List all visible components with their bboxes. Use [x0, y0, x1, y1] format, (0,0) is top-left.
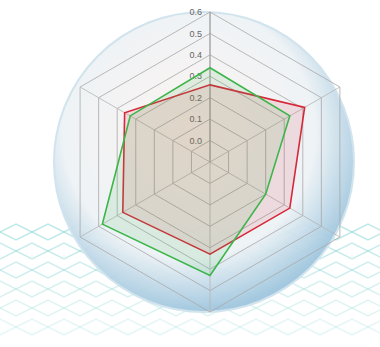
lattice — [352, 224, 380, 240]
lattice — [0, 243, 16, 259]
lattice — [16, 319, 48, 335]
lattice — [304, 319, 336, 335]
lattice — [256, 300, 288, 316]
lattice — [32, 262, 64, 278]
sphere — [54, 12, 354, 312]
tick-label: 0.5 — [189, 29, 202, 39]
lattice — [48, 243, 80, 259]
lattice — [336, 281, 368, 297]
lattice — [320, 300, 352, 316]
lattice — [0, 262, 32, 278]
series-line — [102, 68, 289, 276]
lattice — [336, 319, 368, 335]
lattice — [16, 243, 48, 259]
lattice — [48, 281, 80, 297]
lattice — [352, 300, 380, 316]
radar: 0.00.10.20.30.40.50.6 — [80, 7, 340, 312]
lattice — [240, 319, 272, 335]
lattice — [304, 281, 336, 297]
grid-ring — [99, 33, 322, 290]
lattice — [0, 281, 16, 297]
lattice — [368, 243, 380, 259]
series-layer — [102, 68, 304, 276]
lattice — [0, 300, 32, 316]
lattice — [368, 319, 380, 335]
decoration — [0, 12, 380, 335]
lattice — [176, 319, 208, 335]
tick-label: 0.6 — [189, 7, 202, 17]
chart: 0.00.10.20.30.40.50.6 — [0, 0, 380, 347]
lattice — [368, 281, 380, 297]
lattice — [16, 281, 48, 297]
lattice — [96, 300, 128, 316]
lattice — [112, 319, 144, 335]
lattice — [0, 224, 32, 240]
lattice — [272, 319, 304, 335]
lattice — [352, 262, 380, 278]
lattice — [144, 319, 176, 335]
lattice — [320, 262, 352, 278]
lattice — [288, 300, 320, 316]
lattice — [0, 319, 16, 335]
lattice — [336, 243, 368, 259]
lattice — [64, 262, 96, 278]
lattice — [208, 319, 240, 335]
lattice — [80, 319, 112, 335]
grid — [80, 12, 340, 312]
tick-label: 0.4 — [189, 50, 202, 60]
series-group — [102, 68, 304, 276]
lattice — [64, 300, 96, 316]
lattice — [80, 281, 112, 297]
lattice — [48, 319, 80, 335]
lattice — [32, 224, 64, 240]
grid-ring — [80, 12, 340, 312]
lattice — [32, 300, 64, 316]
